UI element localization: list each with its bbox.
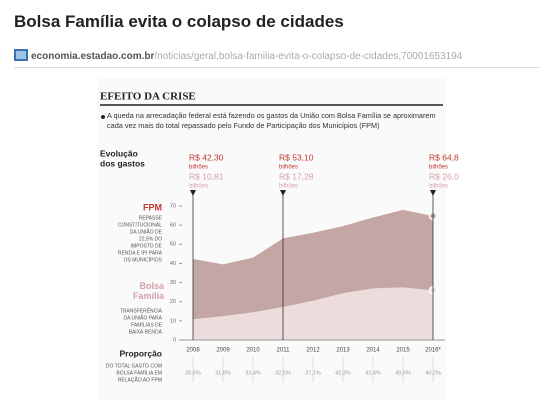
marker-head	[430, 190, 436, 196]
series-name: FPM	[143, 202, 162, 212]
proportion-description: RELAÇÃO AO FPM	[118, 376, 162, 383]
source-path[interactable]: /noticias/geral,bolsa-familia-evita-o-co…	[154, 51, 463, 62]
series-description: REPASSE	[139, 215, 163, 221]
series-description: DA UNIÃO PARA	[123, 314, 162, 321]
y-tick-label: 10	[170, 318, 176, 324]
proportion-value: 32,5%	[275, 370, 291, 376]
section-label: Evolução	[100, 148, 138, 158]
subtitle-box: A queda na arrecadação federal está faze…	[107, 111, 436, 130]
y-tick-label: 20	[170, 299, 176, 305]
x-tick-label: 2008	[186, 348, 200, 354]
series-name-box: Bolsa Família	[132, 281, 164, 301]
series-description: BAIXA RENDA	[129, 329, 163, 335]
proportion-value: 42,4%	[365, 370, 381, 376]
series-description: IMPOSTO DE	[131, 243, 163, 249]
y-tick-label: 60	[170, 223, 176, 229]
proportion-description: DO TOTAL GASTO COM	[106, 363, 162, 369]
site-icon	[14, 49, 28, 61]
y-tick-label: 70	[170, 203, 176, 209]
y-tick-label: 0	[173, 337, 176, 343]
marker-head	[280, 190, 286, 196]
annotation-fpm: R$ 53,10	[279, 152, 314, 162]
annotation-unit: bilhões	[429, 184, 448, 190]
annotation-unit: bilhões	[189, 184, 208, 190]
proportion-value: 31,8%	[215, 370, 231, 376]
y-tick-label: 40	[170, 261, 176, 267]
annotation-unit: bilhões	[279, 184, 298, 190]
annotation-fpm: R$ 42,30	[189, 152, 224, 162]
annotation-fpm: R$ 64,8	[429, 152, 459, 162]
marker-head	[190, 190, 196, 196]
x-tick-label: 2014	[366, 348, 380, 354]
x-tick-label: 2012	[306, 348, 320, 354]
source: economia.estadao.com.br/noticias/geral,b…	[14, 49, 462, 62]
annotation-unit: bilhões	[189, 165, 208, 171]
article-title: Bolsa Família evita o colapso de cidades	[14, 12, 344, 31]
x-tick-label: 2010	[246, 348, 260, 354]
section-label: dos gastos	[100, 158, 145, 168]
annotation-bolsa: R$ 26,0	[429, 171, 459, 181]
proportion-value: 42,3%	[335, 370, 351, 376]
y-tick-label: 50	[170, 242, 176, 248]
series-description: OS MUNICÍPIOS	[124, 256, 163, 263]
proportion-value: 40,2%	[425, 370, 441, 376]
series-description: DA UNIÃO DE	[130, 228, 163, 235]
x-tick-label: 2013	[336, 348, 350, 354]
y-tick-label: 30	[170, 280, 176, 286]
series-description: TRANSFERÊNCIA	[120, 306, 163, 314]
series-description: FAMÍLIAS DE	[131, 321, 163, 328]
proportion-description: BOLSA FAMÍLIA EM	[116, 369, 162, 376]
bullet	[101, 115, 105, 119]
proportion-value: 40,6%	[395, 370, 411, 376]
chart-title: EFEITO DA CRISE	[100, 91, 196, 103]
proportion-value: 37,1%	[305, 370, 321, 376]
series-description: CONSTITUCIONAL	[118, 222, 162, 228]
series-name: Bolsa Família	[132, 281, 164, 301]
series-description: RENDA E IPI PARA	[118, 250, 163, 256]
x-tick-label: 2015	[396, 348, 410, 354]
divider	[14, 67, 539, 68]
x-tick-label: 2011	[277, 348, 291, 354]
annotation-unit: bilhões	[429, 165, 448, 171]
chart-subtitle: A queda na arrecadação federal está faze…	[107, 111, 436, 130]
area	[193, 287, 433, 340]
x-tick-label: 2016*	[425, 348, 441, 354]
source-domain[interactable]: economia.estadao.com.br	[31, 51, 155, 62]
annotation-bolsa: R$ 10,81	[189, 171, 224, 181]
annotation-bolsa: R$ 17,28	[279, 171, 314, 181]
annotation-unit: bilhões	[279, 165, 298, 171]
proportion-value: 33,4%	[245, 370, 261, 376]
x-tick-label: 2009	[216, 348, 230, 354]
proportion-value: 25,6%	[185, 370, 201, 376]
proportion-label: Proporção	[119, 348, 162, 358]
series-description: 22,5% DO	[139, 236, 162, 242]
